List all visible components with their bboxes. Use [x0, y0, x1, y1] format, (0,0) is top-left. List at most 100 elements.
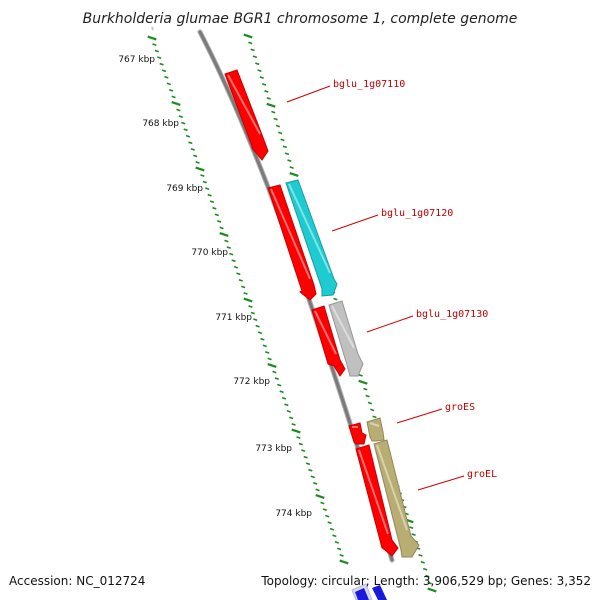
gene-arrow-forward[interactable]: [285, 179, 338, 297]
gene-arrow-highlight: [270, 188, 311, 280]
feature-label[interactable]: groEL: [467, 469, 497, 480]
ruler-inner-tick: [301, 449, 306, 453]
ruler-inner-tick: [289, 416, 294, 420]
ruler-outer-tick: [257, 69, 262, 73]
ruler-inner-tick: [284, 403, 289, 407]
ruler-outer-tick: [264, 90, 269, 93]
ruler-inner-tick: [181, 121, 186, 125]
ruler-inner-tick: [195, 161, 200, 164]
ruler-outer-tick: [289, 166, 294, 169]
ruler-label: 774 kbp: [275, 509, 312, 519]
ruler-outer-tick: [372, 415, 377, 419]
ruler-outer-tick: [363, 387, 368, 391]
ruler-outer-tick: [273, 117, 278, 121]
ruler-inner-tick: [286, 409, 291, 413]
feature-label[interactable]: bglu_1g07120: [381, 208, 453, 219]
feature-label-leader: [366, 315, 414, 333]
gene-arrow-highlight: [227, 74, 261, 135]
ruler-inner-tick: [320, 501, 325, 505]
ruler-inner-tick: [202, 180, 207, 184]
ruler-outer-tick: [266, 102, 276, 108]
ruler-inner-tick: [327, 521, 332, 525]
ruler-inner-tick: [315, 488, 320, 492]
ruler-inner-tick: [217, 220, 222, 223]
ruler-inner-tick: [231, 259, 236, 263]
ruler-inner-tick: [267, 363, 277, 368]
feature-label[interactable]: bglu_1g07130: [416, 309, 488, 320]
ruler-inner-tick: [224, 239, 229, 243]
ruler-inner-tick: [279, 390, 284, 394]
next-features: [351, 583, 387, 600]
ruler-inner-tick: [171, 101, 181, 106]
ruler-inner-tick: [147, 35, 157, 41]
ruler-outer-tick: [422, 567, 428, 571]
ruler-inner-tick: [291, 428, 301, 434]
ruler-outer-tick: [280, 138, 285, 142]
ruler-inner-tick: [233, 265, 239, 269]
gene-arrow-forward[interactable]: [366, 417, 385, 442]
gene-arrow-reverse[interactable]: [348, 422, 367, 445]
ruler-inner-tick: [322, 508, 327, 511]
ruler-inner-tick: [236, 272, 241, 276]
ruler-inner-tick: [255, 324, 260, 328]
gene-track: [224, 69, 420, 558]
ruler-inner-tick: [183, 128, 188, 132]
ruler-outer-tick: [418, 553, 423, 557]
topology-text: Topology: circular; Length: 3,906,529 bp…: [261, 574, 591, 588]
ruler-label: 769 kbp: [166, 184, 203, 194]
ruler-label: 767 kbp: [118, 55, 155, 65]
ruler-inner-tick: [219, 226, 224, 230]
ruler-inner-tick: [277, 383, 282, 387]
ruler-inner-tick: [339, 559, 349, 565]
ruler-inner-tick: [265, 351, 270, 354]
ruler-inner-tick: [298, 442, 303, 446]
ruler-inner-tick: [188, 141, 193, 145]
ruler-inner-tick: [272, 370, 277, 374]
gene-arrow-highlight: [288, 183, 331, 274]
ruler-outer-tick: [259, 76, 264, 79]
feature-label-leader: [331, 214, 379, 232]
gene-arrow-forward[interactable]: [328, 300, 364, 377]
ruler-inner-tick: [226, 246, 231, 249]
ruler-inner-tick: [214, 213, 219, 217]
ruler-inner-tick: [310, 475, 315, 479]
feature-label[interactable]: groES: [445, 402, 475, 413]
ruler-inner-tick: [315, 494, 325, 499]
gene-arrow-reverse[interactable]: [267, 184, 317, 301]
ruler-inner-tick: [267, 357, 272, 361]
ruler-outer-tick: [278, 131, 283, 135]
gene-arrow-partial[interactable]: [355, 588, 369, 600]
gene-arrow-reverse[interactable]: [224, 69, 269, 161]
ruler-inner-tick: [207, 193, 212, 197]
gene-arrow-reverse[interactable]: [311, 305, 346, 377]
gene-arrow-highlight: [369, 422, 380, 427]
gene-arrow-forward[interactable]: [373, 439, 420, 558]
ruler-inner-tick: [205, 187, 210, 191]
feature-label[interactable]: bglu_1g07110: [333, 79, 405, 90]
ruler-label: 772 kbp: [233, 377, 270, 387]
feature-labels: bglu_1g07110 bglu_1g07120 bglu_1g07130 groE…: [286, 79, 497, 491]
ruler-inner-tick: [176, 108, 181, 112]
ruler-inner-tick: [243, 297, 253, 303]
ruler-outer-tick: [425, 574, 430, 578]
ruler-label: 771 kbp: [215, 313, 252, 323]
ruler-outer-tick: [248, 41, 253, 45]
ruler-outer-tick: [427, 581, 432, 585]
ruler-inner-tick: [257, 331, 263, 335]
ruler-outer-tick: [409, 526, 414, 530]
chromosome-backbone: [151, 26, 395, 563]
ruler-inner-tick: [291, 423, 296, 426]
ruler-inner-tick: [250, 311, 255, 315]
ruler-inner-tick: [308, 468, 313, 472]
ruler-inner-tick: [152, 43, 157, 46]
ruler-inner-tick: [253, 318, 258, 322]
ruler-outer-tick: [367, 401, 373, 405]
gene-arrow-highlight: [331, 305, 355, 349]
ruler-outer-tick: [289, 172, 299, 177]
gene-arrow-partial[interactable]: [372, 585, 387, 600]
ruler-inner-tick: [185, 134, 191, 138]
ruler-inner-tick: [229, 252, 234, 256]
ruler-inner-tick: [334, 540, 339, 544]
gene-arrow-reverse[interactable]: [355, 444, 399, 557]
